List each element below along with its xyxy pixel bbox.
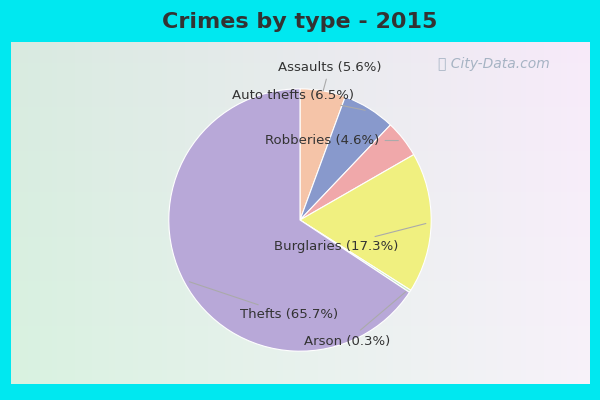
- Wedge shape: [300, 97, 391, 220]
- Text: Crimes by type - 2015: Crimes by type - 2015: [163, 12, 437, 32]
- Text: Robberies (4.6%): Robberies (4.6%): [265, 134, 398, 147]
- Wedge shape: [300, 125, 414, 220]
- Text: ⓘ City-Data.com: ⓘ City-Data.com: [438, 57, 550, 71]
- Text: Assaults (5.6%): Assaults (5.6%): [278, 61, 381, 91]
- Text: Arson (0.3%): Arson (0.3%): [304, 292, 406, 348]
- Wedge shape: [300, 155, 431, 290]
- Wedge shape: [300, 220, 411, 292]
- Wedge shape: [300, 89, 345, 220]
- Text: Auto thefts (6.5%): Auto thefts (6.5%): [232, 89, 365, 110]
- Wedge shape: [169, 89, 409, 351]
- Text: Thefts (65.7%): Thefts (65.7%): [190, 282, 338, 322]
- Text: Burglaries (17.3%): Burglaries (17.3%): [274, 224, 426, 253]
